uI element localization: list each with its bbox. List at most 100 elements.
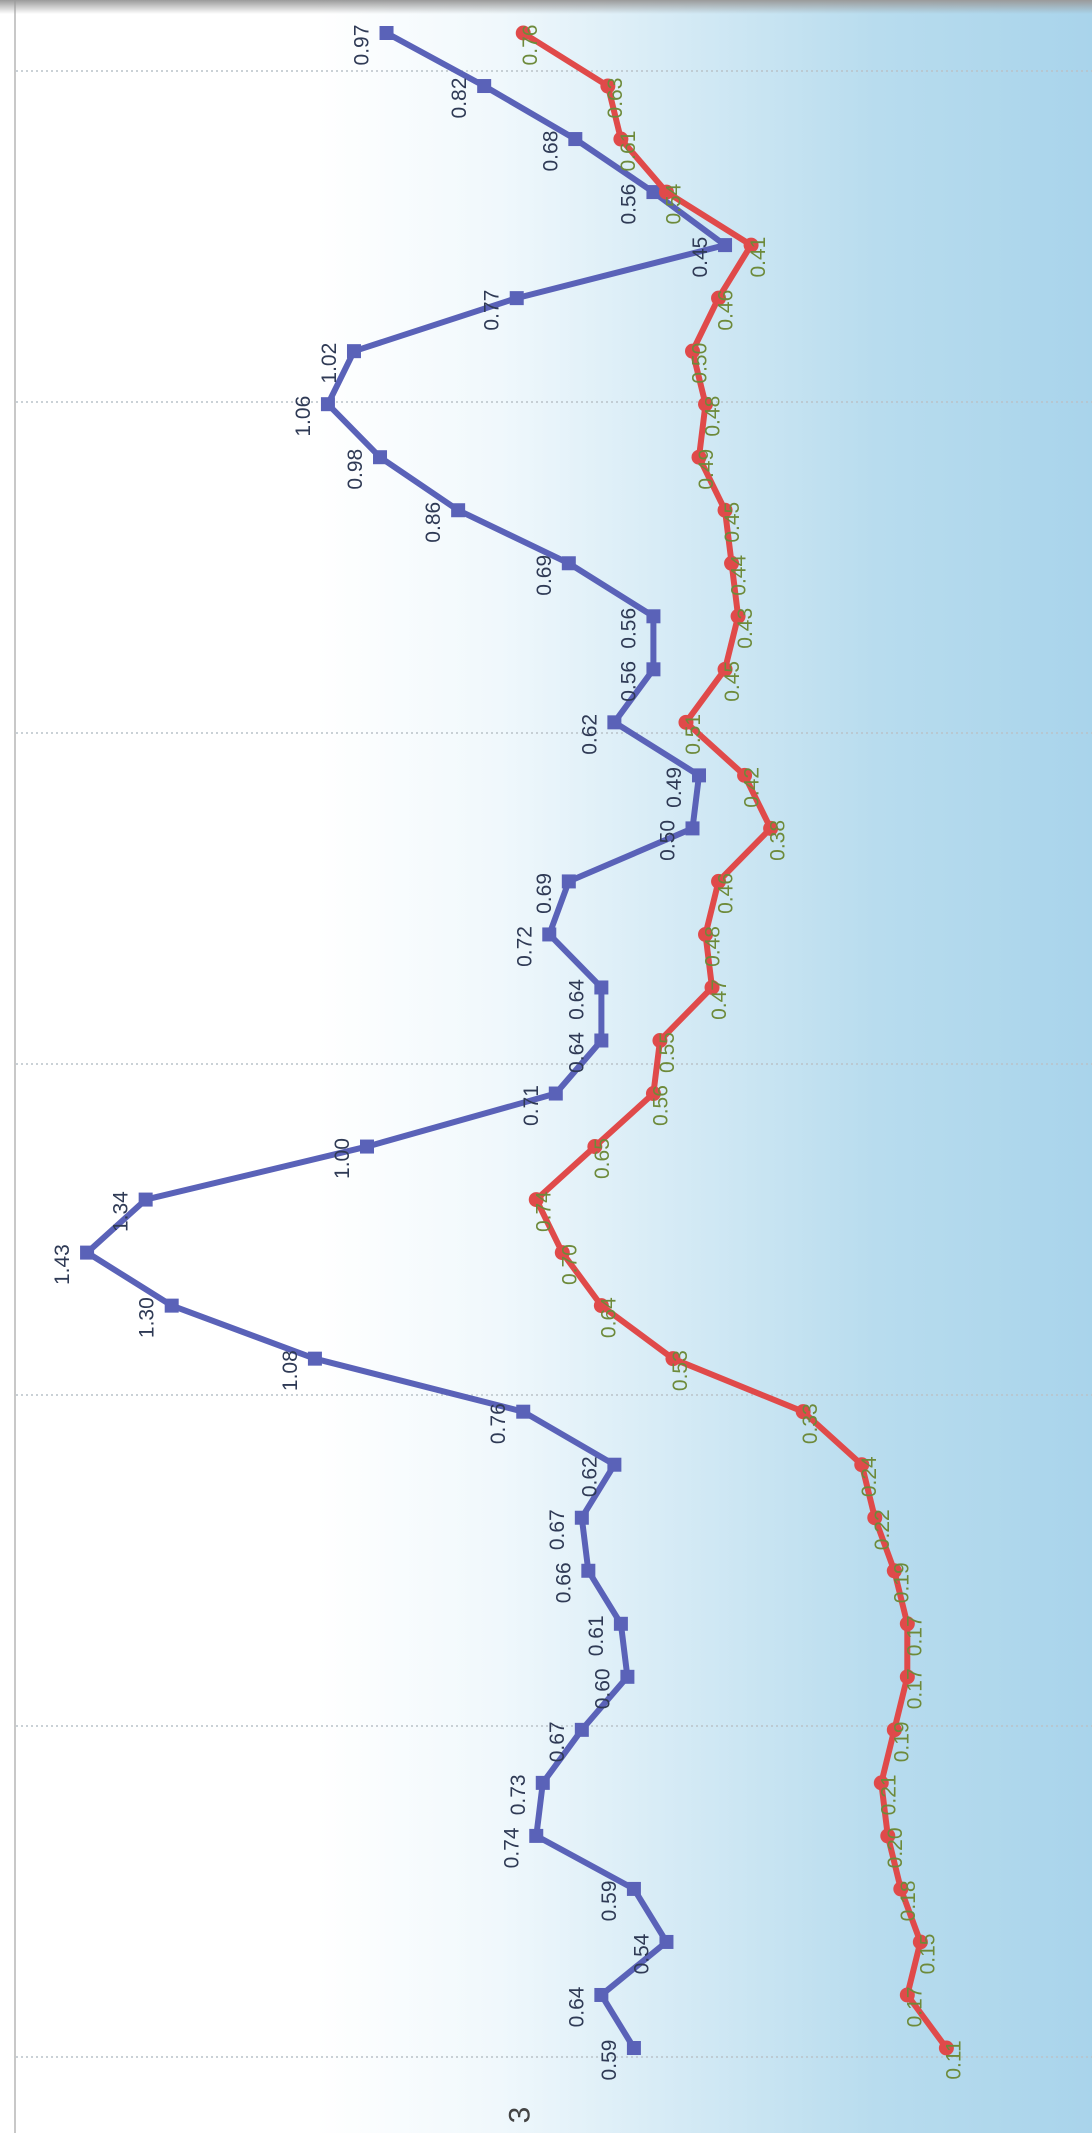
series-1-point [659, 1934, 674, 1949]
series-2-data-label: 0.48 [702, 926, 725, 967]
series-2-data-label: 0.19 [890, 1721, 913, 1762]
series-2-point [763, 820, 779, 836]
series-1-point [646, 609, 661, 624]
series-1-point [80, 1245, 95, 1260]
series-1-point [646, 185, 661, 200]
scan-shadow [0, 0, 1092, 14]
series-1-data-label: 0.54 [630, 1933, 653, 1974]
series-2-point [854, 1457, 870, 1473]
series-2-point [652, 1033, 668, 1048]
series-1-point [594, 1987, 609, 2002]
series-1-data-label: 0.86 [422, 502, 445, 543]
series-1-data-label: 0.77 [481, 290, 504, 331]
series-2-data-label: 0.44 [728, 555, 751, 596]
series-1-point [574, 1722, 589, 1737]
series-1-data-label: 0.56 [617, 608, 640, 649]
series-1-data-label: 0.56 [617, 184, 640, 225]
series-1-data-label: 0.68 [539, 131, 562, 172]
series-1-point [607, 715, 622, 730]
series-1-point [535, 1775, 550, 1790]
series-1-point [477, 79, 492, 94]
series-2-point [600, 78, 616, 94]
series-1-data-label: 1.06 [292, 396, 315, 437]
series-2-point [685, 343, 700, 359]
series-2-point [873, 1775, 889, 1791]
series-2-data-label: 0.38 [767, 820, 790, 861]
series-1-line [84, 30, 728, 2051]
plot-area [14, 0, 1092, 2133]
series-2-point [587, 1139, 603, 1155]
series-2-data-label: 0.18 [897, 1880, 920, 1921]
series-1-data-label: 0.82 [448, 78, 471, 119]
series-2-point [737, 767, 753, 783]
series-1-point [692, 768, 707, 783]
series-2-point [743, 237, 759, 253]
series-2-data-label: 0.24 [858, 1456, 881, 1497]
series-2-data-label: 0.11 [942, 2040, 965, 2079]
data-labels: 0.59 0.64 0.54 0.59 0.74 0.73 0.67 0.60 0.61 0.66… [51, 25, 965, 2081]
series-1-point [581, 1563, 596, 1578]
series-1-data-label: 0.45 [689, 237, 712, 278]
series-1-point [373, 450, 388, 465]
series-2-point [711, 290, 727, 306]
series-1-data-label: 0.59 [598, 1880, 621, 1921]
series-1-data-label: 0.49 [663, 767, 686, 808]
series-1-point [620, 1669, 635, 1684]
series-1-data-label: 0.61 [585, 1615, 608, 1656]
series-1-point [509, 291, 524, 306]
series-2-point [867, 1510, 883, 1526]
series-1-data-label: 1.43 [51, 1244, 74, 1285]
series-1-data-label: 0.60 [591, 1668, 614, 1709]
series-1-point [516, 1404, 531, 1419]
series-2-data-label: 0.20 [884, 1827, 907, 1868]
series-2-point [730, 608, 746, 624]
series-2-point [658, 184, 674, 200]
series-1-data-label: 0.67 [546, 1509, 569, 1550]
series-2-point [912, 1934, 928, 1950]
series-2-data-label: 0.33 [799, 1403, 822, 1444]
series-2-data-label: 0.43 [734, 608, 757, 649]
series-2-data-label: 0.70 [558, 1244, 581, 1285]
series-layer [80, 25, 954, 2056]
series-2-data-label: 0.17 [903, 1615, 926, 1656]
series-2-data-label: 0.65 [591, 1138, 614, 1179]
series-1-point [529, 1828, 544, 1843]
series-2-data-label: 0.61 [617, 131, 640, 172]
page-number: 3 [503, 2106, 537, 2124]
series-2-data-label: 0.46 [715, 873, 738, 914]
series-2-data-label: 0.56 [649, 1085, 672, 1126]
series-2-point [724, 555, 740, 571]
series-2-data-label: 0.64 [597, 1297, 620, 1338]
series-1-data-label: 0.74 [500, 1827, 523, 1868]
series-1-data-label: 0.97 [351, 25, 374, 66]
series-2-point [678, 714, 694, 730]
series-2-data-label: 0.22 [871, 1509, 894, 1550]
series-1-point [346, 344, 361, 359]
series-1-point [626, 2041, 641, 2055]
series-1-point [718, 238, 733, 253]
series-2-point [880, 1828, 896, 1844]
series-2-point [698, 926, 714, 942]
series-1-data-label: 0.98 [344, 449, 367, 490]
series-2-data-label: 0.63 [604, 78, 627, 119]
series-2-point [899, 1669, 915, 1685]
series-1-point [685, 821, 700, 836]
series-1-point [561, 874, 576, 889]
series-1-data-label: 0.50 [657, 820, 680, 861]
series-2-data-label: 0.19 [890, 1562, 913, 1603]
series-2-point [704, 979, 720, 995]
series-2-data-label: 0.51 [682, 714, 705, 755]
series-1-point [307, 1351, 322, 1366]
series-2-point [515, 25, 531, 41]
series-2-data-label: 0.17 [903, 1668, 926, 1709]
series-2-point [899, 1616, 915, 1632]
series-1-data-label: 0.67 [546, 1721, 569, 1762]
series-2-data-label: 0.21 [877, 1774, 900, 1815]
series-2-point [665, 1351, 681, 1367]
series-2-data-label: 0.48 [702, 396, 725, 437]
gridlines [16, 70, 1092, 2058]
series-2-point [795, 1404, 811, 1420]
series-2-data-label: 0.15 [916, 1934, 939, 1975]
series-1-data-label: 0.69 [533, 555, 556, 596]
series-2-data-label: 0.45 [721, 502, 744, 543]
